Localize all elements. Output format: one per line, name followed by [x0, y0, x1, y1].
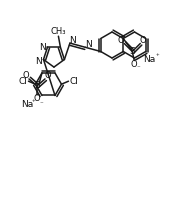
Text: CH₃: CH₃ — [51, 27, 66, 36]
Text: O: O — [131, 60, 138, 69]
Text: N: N — [85, 40, 92, 49]
Text: Cl: Cl — [69, 77, 78, 86]
Text: S: S — [129, 47, 135, 56]
Text: Na: Na — [143, 55, 155, 64]
Text: O: O — [140, 36, 147, 45]
Text: O: O — [23, 72, 29, 80]
Text: O: O — [118, 36, 125, 45]
Text: ⁻: ⁻ — [136, 65, 140, 72]
Text: S: S — [34, 81, 40, 91]
Text: Na: Na — [21, 100, 33, 110]
Text: N: N — [35, 57, 42, 66]
Text: ⁻: ⁻ — [39, 101, 43, 107]
Text: N: N — [69, 36, 76, 45]
Text: N: N — [39, 43, 46, 52]
Text: ⁺: ⁺ — [155, 54, 159, 60]
Text: ⁺: ⁺ — [31, 100, 35, 106]
Text: O: O — [45, 72, 51, 80]
Text: Cl: Cl — [18, 77, 27, 86]
Text: O: O — [34, 95, 40, 103]
